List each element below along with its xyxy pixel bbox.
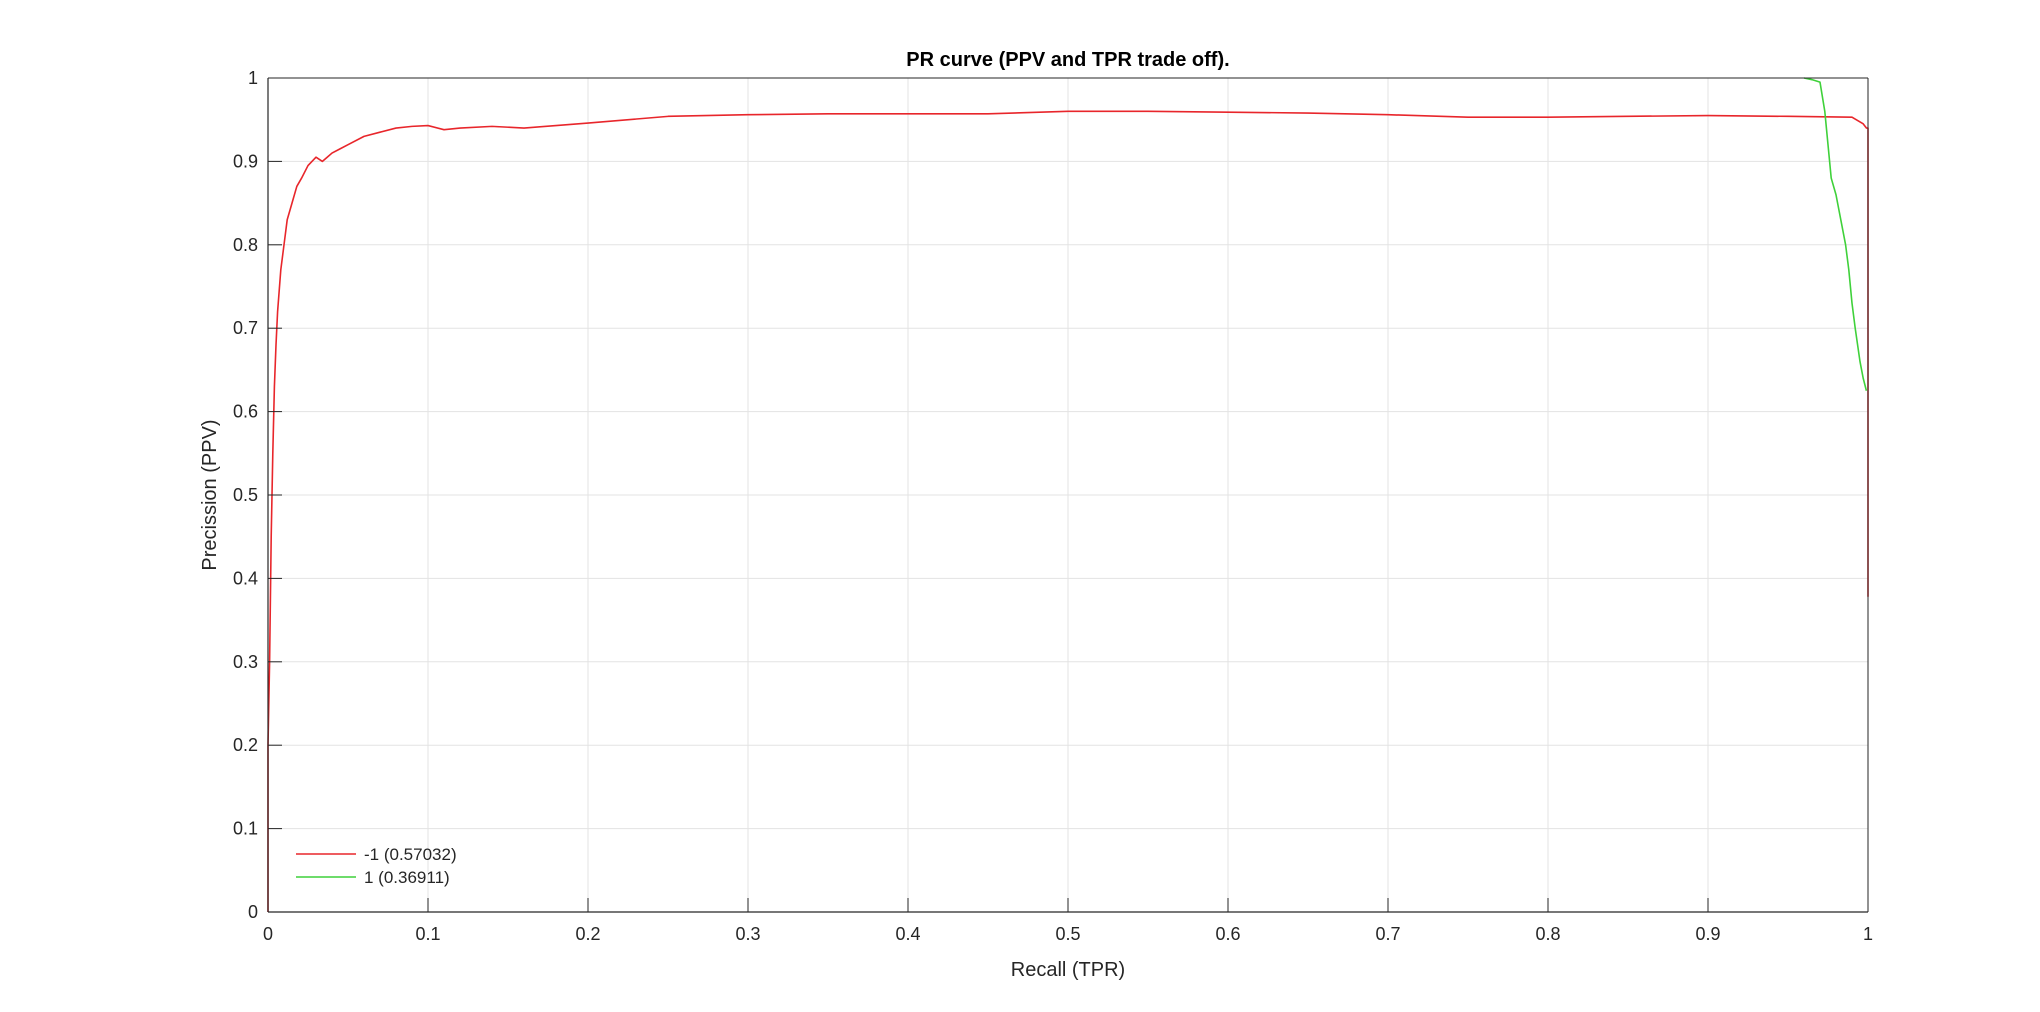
- y-tick-label: 0.9: [233, 151, 258, 171]
- x-tick-label: 0.4: [895, 924, 920, 944]
- legend-label-1: 1 (0.36911): [364, 868, 450, 887]
- x-tick-label: 0.5: [1055, 924, 1080, 944]
- y-tick-label: 0.4: [233, 568, 258, 588]
- x-tick-label: 0.6: [1215, 924, 1240, 944]
- x-tick-label: 0: [263, 924, 273, 944]
- y-axis-title: Precission (PPV): [199, 419, 221, 570]
- y-tick-label: 0: [248, 902, 258, 922]
- y-tick-label: 0.7: [233, 318, 258, 338]
- axes: [267, 77, 1869, 913]
- x-tick-label: 0.7: [1375, 924, 1400, 944]
- grid-lines: [267, 77, 1869, 913]
- x-tick-label: 0.1: [415, 924, 440, 944]
- legend: -1 (0.57032) 1 (0.36911): [296, 845, 457, 887]
- x-tick-label: 0.2: [575, 924, 600, 944]
- y-tick-label: 1: [248, 68, 258, 88]
- y-tick-label: 0.2: [233, 735, 258, 755]
- x-tick-label: 0.8: [1535, 924, 1560, 944]
- tick-labels: 0 0.1 0.2 0.3 0.4 0.5 0.6 0.7 0.8 0.9 1 0 0.1 0.2 0.3 0…: [233, 68, 1873, 944]
- series-lines: [267, 77, 1869, 912]
- x-axis-title: Recall (TPR): [1011, 959, 1125, 981]
- y-tick-label: 0.3: [233, 652, 258, 672]
- legend-label-0: -1 (0.57032): [364, 845, 457, 864]
- y-tick-label: 0.8: [233, 235, 258, 255]
- y-tick-label: 0.6: [233, 402, 258, 422]
- x-tick-label: 0.3: [735, 924, 760, 944]
- y-tick-label: 0.5: [233, 485, 258, 505]
- series-line-1: [1803, 77, 1868, 391]
- y-tick-label: 0.1: [233, 819, 258, 839]
- x-tick-label: 1: [1863, 924, 1873, 944]
- x-tick-label: 0.9: [1695, 924, 1720, 944]
- series-line-0: [267, 110, 1869, 912]
- chart-title: PR curve (PPV and TPR trade off).: [906, 49, 1229, 71]
